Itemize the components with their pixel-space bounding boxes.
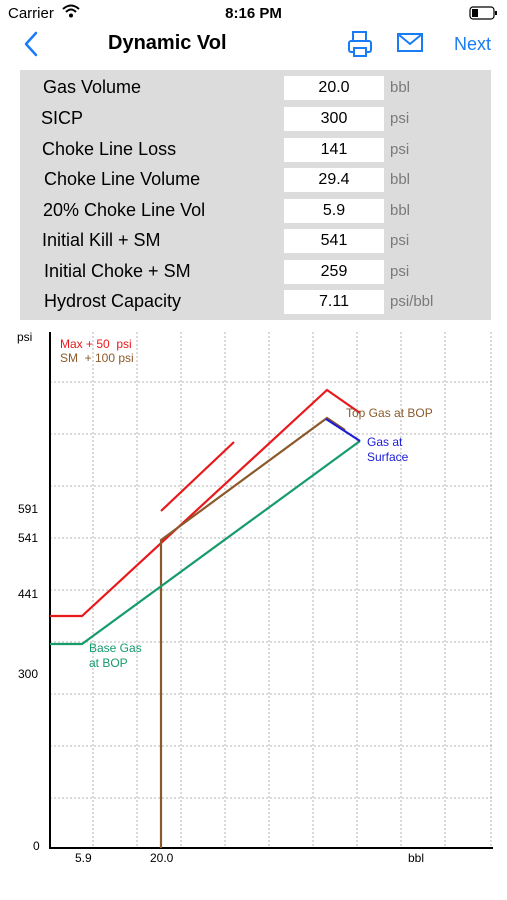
carrier-label: Carrier — [8, 5, 54, 22]
y-tick-label: 0 — [33, 839, 40, 853]
annotation-at-bop: at BOP — [89, 656, 128, 670]
parameter-unit: bbl — [390, 171, 411, 188]
parameter-unit: psi — [390, 110, 410, 127]
legend-entry: SM + 100 psi — [60, 351, 134, 365]
parameter-label: Hydrost Capacity — [44, 291, 182, 311]
parameter-label: 20% Choke Line Vol — [43, 200, 206, 220]
chart-grid — [50, 332, 493, 846]
parameter-unit: bbl — [390, 202, 411, 219]
status-bar: Carrier 8:16 PM — [0, 0, 507, 26]
parameter-row-choke-line-volume: Choke Line Volume 29.4 bbl — [20, 165, 491, 195]
parameter-row-gas-volume: Gas Volume 20.0 bbl — [20, 73, 491, 103]
legend-entry: Max + 50 psi — [60, 337, 132, 351]
x-tick-label: 5.9 — [75, 851, 92, 865]
envelope-icon[interactable] — [396, 31, 424, 55]
x-tick-label: 20.0 — [150, 851, 174, 865]
parameter-label: Initial Kill + SM — [42, 230, 161, 250]
series-line-red-upper — [160, 441, 235, 512]
parameter-unit: bbl — [390, 79, 411, 96]
series-line-red — [50, 388, 361, 618]
parameter-value-field[interactable]: 141 — [284, 138, 384, 162]
parameter-unit: psi — [390, 232, 410, 249]
parameter-value-field[interactable]: 259 — [284, 260, 384, 284]
parameter-label: SICP — [41, 108, 84, 128]
parameters-panel: Gas Volume 20.0 bbl SICP 300 psi Choke L… — [20, 70, 491, 320]
printer-icon[interactable] — [346, 29, 374, 59]
battery-icon — [469, 6, 497, 20]
parameter-unit: psi/bbl — [390, 293, 434, 310]
page-title: Dynamic Vol — [108, 32, 227, 54]
next-button[interactable]: Next — [454, 34, 492, 54]
series-line-green — [50, 440, 361, 646]
parameter-label: Choke Line Volume — [44, 169, 201, 189]
parameter-value-field[interactable]: 7.11 — [284, 290, 384, 314]
y-tick-label: 541 — [18, 531, 38, 545]
parameter-row-initial-choke: Initial Choke + SM 259 psi — [20, 257, 491, 287]
annotation-top-gas: Top Gas at BOP — [346, 406, 433, 420]
annotation-base-gas: Base Gas — [89, 641, 142, 655]
parameter-value-field[interactable]: 29.4 — [284, 168, 384, 192]
y-tick-label: 591 — [18, 502, 38, 516]
parameter-value-field[interactable]: 300 — [284, 107, 384, 131]
parameter-value-field[interactable]: 5.9 — [284, 199, 384, 223]
series-line-blue — [325, 418, 361, 442]
parameter-row-sicp: SICP 300 psi — [20, 104, 491, 134]
y-axis-label: psi — [17, 330, 32, 344]
navigation-bar: Dynamic Vol Next — [0, 26, 507, 66]
parameter-row-choke-line-vol-20: 20% Choke Line Vol 5.9 bbl — [20, 196, 491, 226]
series-line-brown — [159, 416, 346, 848]
y-tick-label: 300 — [18, 667, 38, 681]
clock: 8:16 PM — [225, 5, 282, 22]
parameter-row-hydrost-capacity: Hydrost Capacity 7.11 psi/bbl — [20, 287, 491, 317]
parameter-label: Choke Line Loss — [42, 139, 177, 159]
wifi-icon — [62, 4, 80, 18]
parameter-row-choke-line-loss: Choke Line Loss 141 psi — [20, 135, 491, 165]
y-tick-label: 441 — [18, 587, 38, 601]
parameter-unit: psi — [390, 141, 410, 158]
parameter-value-field[interactable]: 20.0 — [284, 76, 384, 100]
parameter-row-initial-kill: Initial Kill + SM 541 psi — [20, 226, 491, 256]
dynamic-volume-chart: psi 591 541 441 300 0 5.9 20.0 bbl Max +… — [17, 330, 493, 865]
annotation-surface: Surface — [367, 450, 409, 464]
parameter-unit: psi — [390, 263, 410, 280]
annotation-gas-at: Gas at — [367, 435, 403, 449]
x-axis-label: bbl — [408, 851, 424, 865]
chevron-left-icon[interactable] — [18, 29, 46, 59]
parameter-label: Initial Choke + SM — [44, 261, 191, 281]
parameter-value-field[interactable]: 541 — [284, 229, 384, 253]
parameter-label: Gas Volume — [43, 77, 142, 97]
